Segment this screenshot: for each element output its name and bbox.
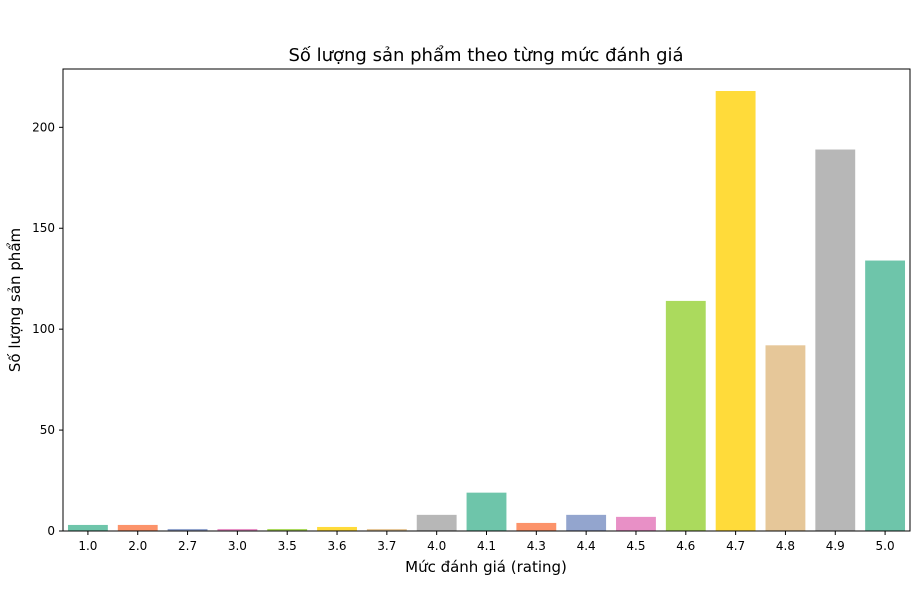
- x-axis: 1.0 2.0 2.7 3.0 3.5 3.6 3.7 4.0 4.1 4.3 4.4 4.5 4.6 4…: [78, 531, 895, 553]
- x-tick-label: 2.7: [178, 539, 197, 553]
- bar-4.7: [715, 91, 756, 531]
- x-axis-label: Mức đánh giá (rating): [405, 558, 567, 576]
- bar-4.5: [616, 516, 656, 531]
- bar-2.0: [117, 524, 158, 531]
- x-tick-label: 3.6: [327, 539, 346, 553]
- bar-1.0: [67, 524, 108, 531]
- bar-4.1: [466, 492, 507, 531]
- x-tick-label: 4.6: [676, 539, 695, 553]
- bar-4.0: [416, 514, 457, 531]
- bar-4.3: [516, 522, 557, 531]
- y-axis-label: Số lượng sản phẩm: [6, 228, 24, 372]
- x-tick-label: 4.9: [826, 539, 845, 553]
- y-tick-label: 50: [40, 423, 55, 437]
- bar-3.0: [217, 528, 258, 531]
- x-tick-label: 4.0: [427, 539, 446, 553]
- x-tick-label: 4.7: [726, 539, 745, 553]
- x-tick-label: 4.3: [527, 539, 546, 553]
- bar-4.6: [665, 300, 706, 531]
- x-tick-label: 3.5: [278, 539, 297, 553]
- x-tick-label: 4.4: [577, 539, 596, 553]
- y-tick-label: 200: [32, 120, 55, 134]
- bar-4.9: [815, 149, 856, 531]
- y-tick-label: 0: [47, 524, 55, 538]
- x-tick-label: 4.8: [776, 539, 795, 553]
- y-tick-label: 150: [32, 221, 55, 235]
- bar-3.5: [267, 528, 308, 531]
- x-tick-label: 4.1: [477, 539, 496, 553]
- y-tick-label: 100: [32, 322, 55, 336]
- x-tick-label: 3.0: [228, 539, 247, 553]
- bar-4.8: [765, 345, 806, 531]
- chart-title: Số lượng sản phẩm theo từng mức đánh giá: [288, 45, 683, 66]
- x-tick-label: 5.0: [876, 539, 895, 553]
- bar-4.4: [566, 514, 607, 531]
- x-tick-label: 4.5: [626, 539, 645, 553]
- bar-3.7: [366, 528, 407, 531]
- bar-5.0: [865, 260, 906, 531]
- x-tick-label: 3.7: [377, 539, 396, 553]
- bar-2.7: [167, 528, 208, 531]
- x-tick-label: 2.0: [128, 539, 147, 553]
- bars-group: [67, 91, 906, 531]
- x-tick-label: 1.0: [78, 539, 97, 553]
- bar-3.6: [317, 526, 357, 531]
- y-axis: 0 50 100 150 200: [32, 120, 63, 538]
